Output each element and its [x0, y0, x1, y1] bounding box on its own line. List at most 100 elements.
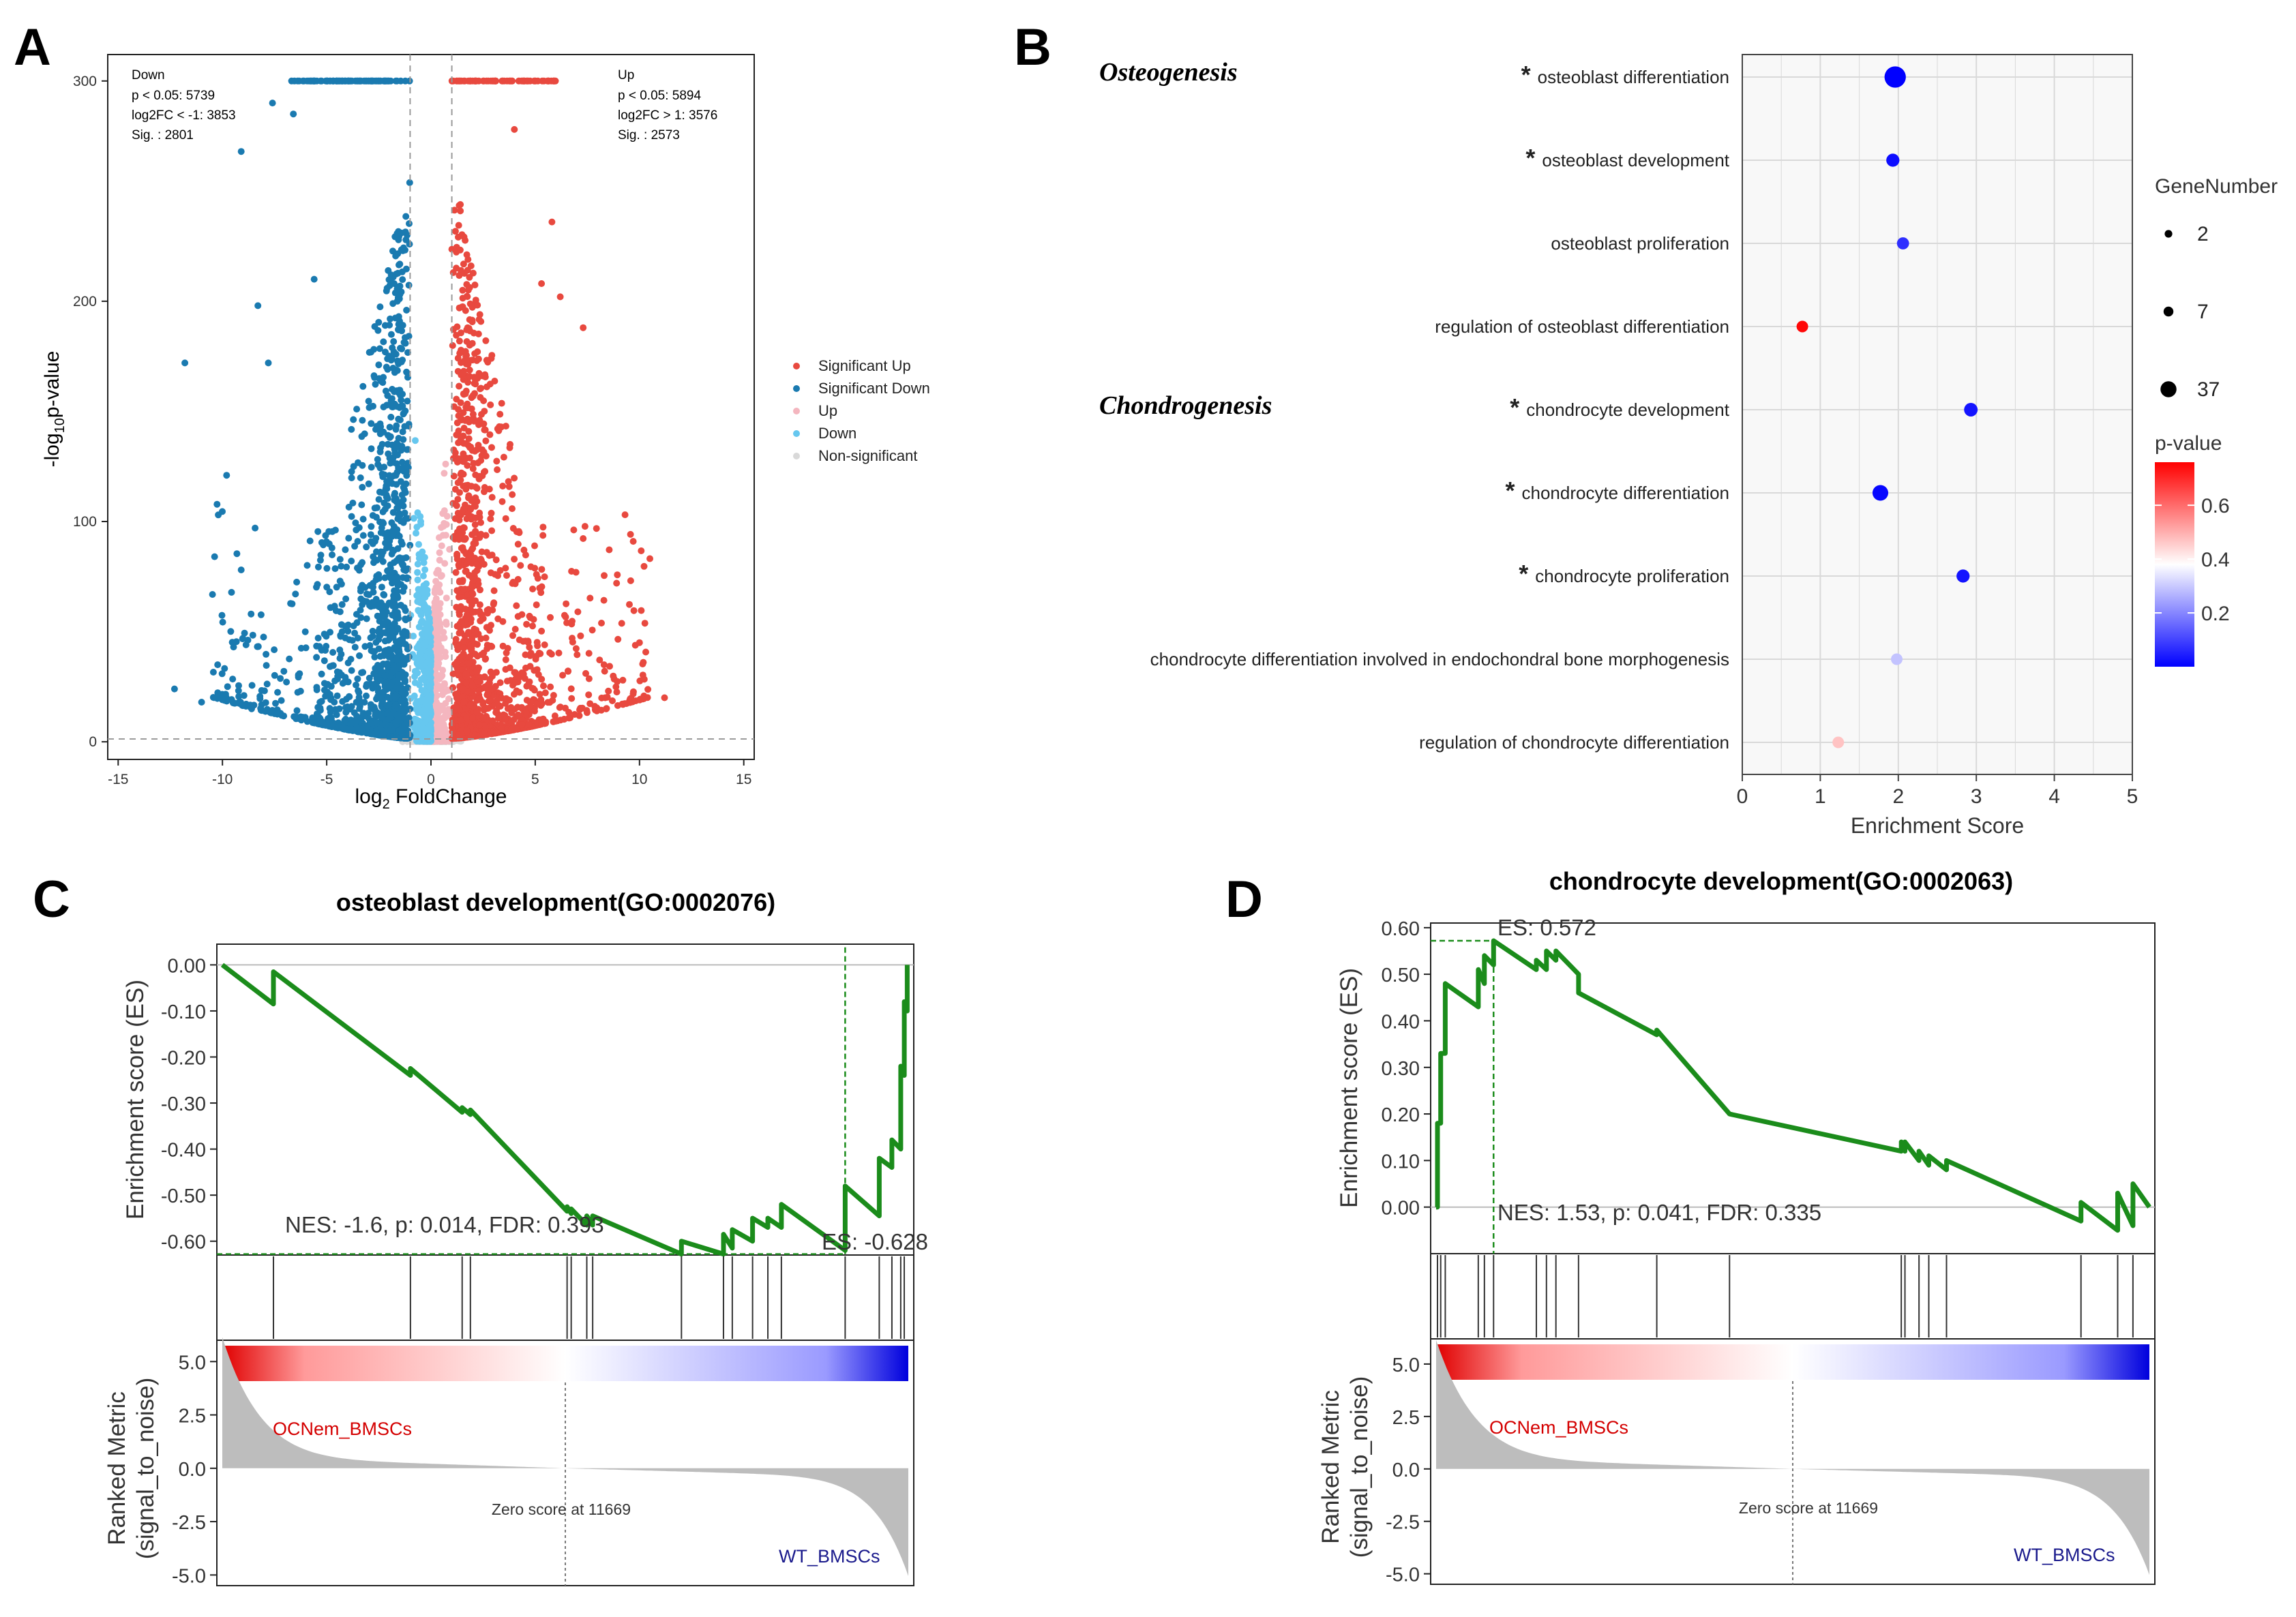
volcano-point — [629, 538, 637, 545]
volcano-point — [360, 710, 368, 717]
volcano-point — [509, 632, 516, 639]
volcano-point — [457, 207, 464, 215]
volcano-point — [475, 687, 483, 695]
volcano-legend-key — [793, 430, 800, 437]
volcano-legend-label: Up — [818, 402, 837, 419]
volcano-point — [441, 648, 449, 656]
volcano-point — [342, 708, 350, 716]
volcano-point — [441, 470, 448, 477]
gsea-c-hit-lines — [273, 1256, 906, 1339]
volcano-point — [638, 607, 645, 614]
volcano-point — [299, 714, 307, 721]
volcano-point — [544, 699, 552, 706]
volcano-point — [613, 579, 621, 587]
volcano-point — [531, 542, 538, 549]
volcano-point — [413, 716, 420, 723]
volcano-point — [316, 556, 324, 564]
volcano-point — [475, 695, 483, 703]
volcano-point — [376, 345, 383, 352]
volcano-point — [386, 682, 393, 690]
volcano-point — [405, 282, 413, 289]
volcano-point — [456, 202, 463, 209]
volcano-point — [355, 689, 363, 696]
volcano-point — [356, 705, 363, 712]
volcano-point — [351, 644, 359, 651]
volcano-point — [580, 324, 587, 331]
volcano-point — [400, 584, 408, 591]
significance-star: * — [1505, 477, 1521, 504]
volcano-point — [601, 572, 608, 579]
volcano-point — [368, 523, 375, 530]
volcano-point — [488, 444, 495, 451]
volcano-point — [473, 485, 481, 492]
volcano-point — [415, 541, 422, 548]
volcano-point — [219, 618, 226, 626]
volcano-point — [541, 689, 549, 697]
volcano-point — [609, 697, 616, 704]
volcano-point — [458, 722, 466, 729]
volcano-point — [469, 357, 477, 364]
enrichment-x-tick-label: 4 — [2048, 785, 2060, 808]
volcano-point — [436, 676, 443, 682]
volcano-point — [571, 711, 578, 718]
gene-number-legend-key — [2164, 230, 2173, 238]
volcano-point — [466, 701, 474, 709]
volcano-point — [265, 359, 272, 367]
volcano-point — [379, 558, 387, 565]
volcano-point — [493, 457, 501, 465]
volcano-point — [539, 532, 547, 539]
volcano-point — [417, 513, 424, 520]
volcano-point — [472, 597, 479, 605]
enrichment-term-label: regulation of osteoblast differentiation — [1435, 316, 1729, 337]
volcano-point — [387, 647, 394, 654]
volcano-point — [572, 569, 580, 576]
volcano-point — [420, 559, 428, 566]
volcano-point — [511, 626, 519, 633]
volcano-point — [327, 682, 335, 690]
volcano-point — [507, 718, 515, 725]
volcano-point — [570, 526, 578, 534]
volcano-point — [458, 618, 465, 625]
volcano-point — [541, 641, 548, 648]
volcano-point — [593, 525, 600, 532]
volcano-point — [354, 77, 361, 85]
volcano-point — [567, 685, 575, 693]
volcano-point — [533, 652, 540, 660]
volcano-point — [468, 339, 476, 347]
volcano-point — [170, 685, 178, 693]
volcano-point — [345, 534, 353, 542]
volcano-point — [328, 544, 336, 551]
volcano-point — [314, 563, 322, 571]
es-y-tick-label: -0.20 — [161, 1048, 206, 1070]
volcano-point — [415, 586, 422, 593]
enrichment-term-text: osteoblast development — [1542, 150, 1729, 170]
gsea-c-ranked-metric: 5.02.50.0-2.5-5.0 — [172, 1337, 908, 1587]
volcano-point — [460, 586, 468, 593]
volcano-point — [462, 567, 470, 575]
panel-b-label: B — [1014, 18, 1052, 76]
volcano-point — [453, 331, 460, 339]
volcano-point — [363, 543, 370, 551]
enrichment-x-axis-label: Enrichment Score — [1851, 813, 2024, 838]
volcano-point — [385, 715, 392, 723]
volcano-point — [384, 693, 391, 701]
volcano-point — [451, 228, 459, 235]
volcano-point — [548, 218, 556, 226]
volcano-point — [388, 669, 396, 676]
volcano-point — [464, 361, 472, 368]
volcano-point — [598, 620, 605, 626]
volcano-point — [460, 524, 467, 531]
volcano-point — [297, 687, 304, 695]
volcano-point — [459, 303, 466, 310]
volcano-point — [435, 616, 442, 623]
volcano-point — [454, 457, 462, 465]
volcano-point — [341, 716, 348, 724]
volcano-point — [333, 584, 340, 591]
volcano-point — [526, 702, 534, 710]
volcano-point — [636, 639, 643, 646]
volcano-point — [538, 566, 546, 573]
volcano-point — [260, 687, 268, 695]
volcano-point — [463, 251, 471, 258]
volcano-point — [468, 483, 475, 490]
volcano-point — [371, 77, 378, 85]
